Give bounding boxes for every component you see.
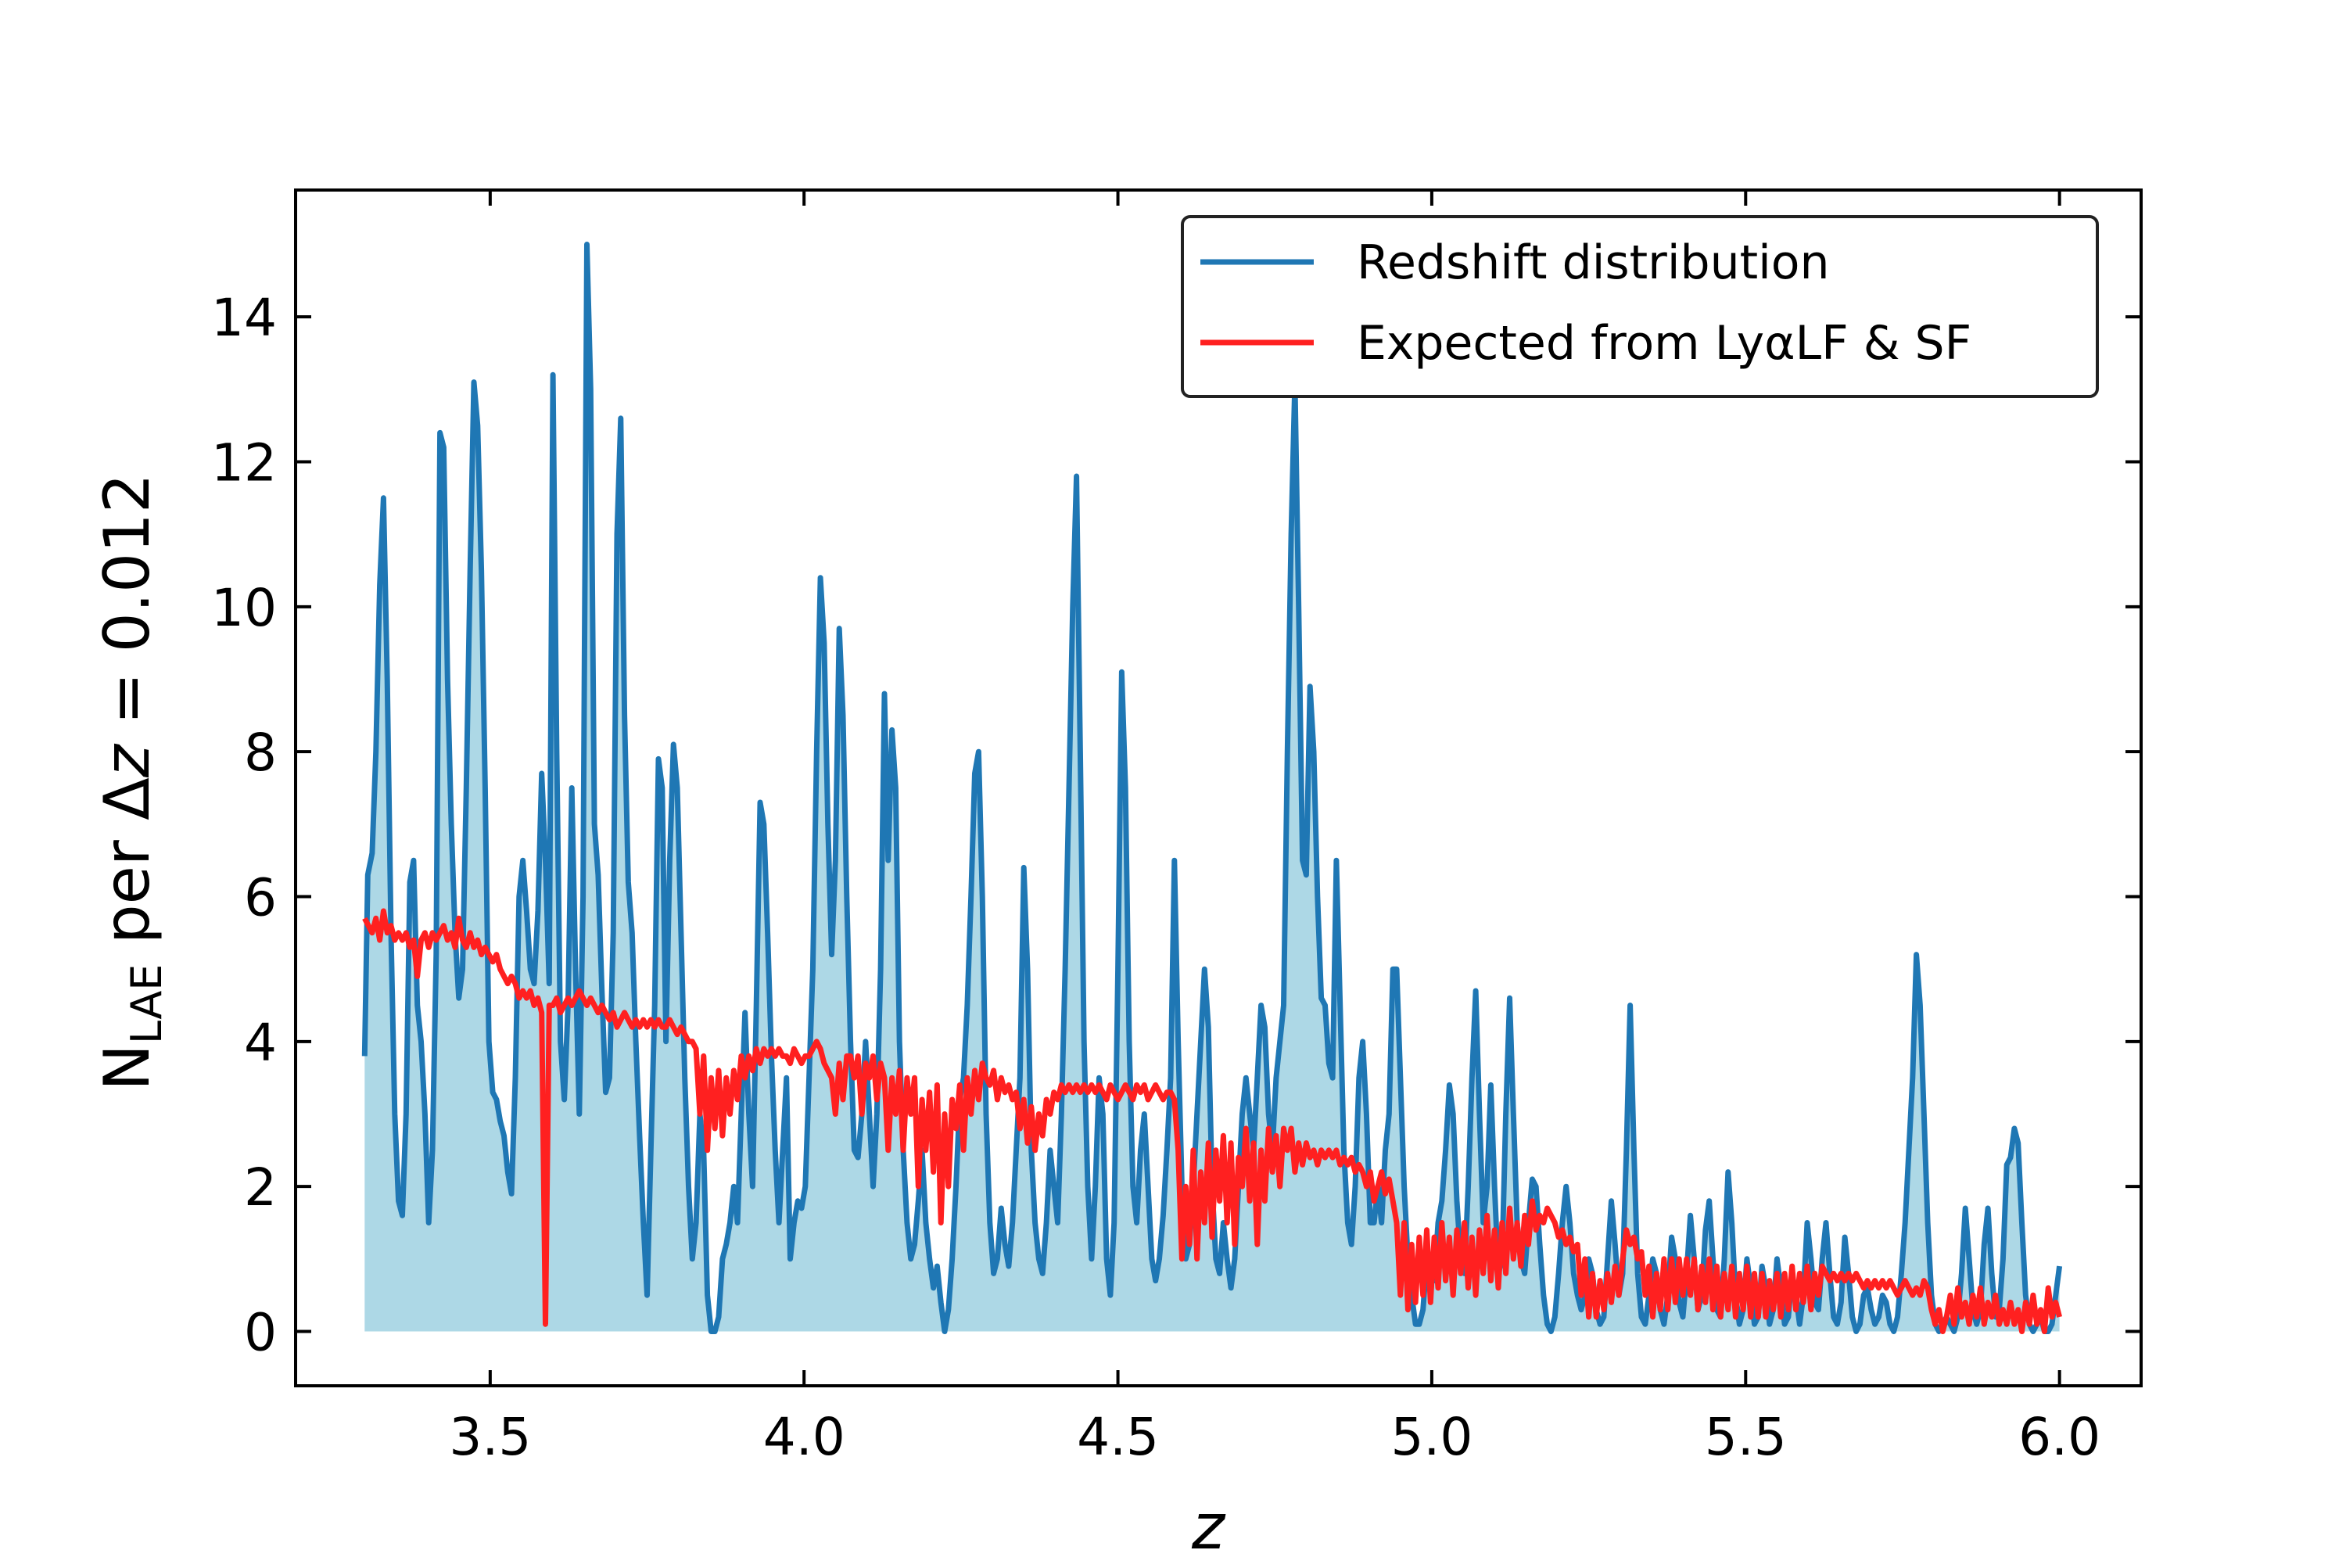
y-tick-label: 12 [211,433,277,493]
y-axis-label: NLAE per Δz = 0.012 [91,473,171,1091]
x-tick-label: 4.0 [763,1407,845,1467]
x-axis-ticks: 3.5 4.0 4.5 5.0 5.5 6.0 [449,190,2100,1467]
plot-area [361,242,2063,1334]
y-label-subscript: LAE [122,964,171,1044]
y-label-italic: z [91,743,163,778]
y-tick-label: 0 [244,1303,277,1363]
y-tick-label: 14 [211,288,277,348]
y-tick-label: 2 [244,1157,277,1218]
y-axis-ticks: 0 2 4 6 8 10 12 14 [211,288,2141,1363]
x-axis-label: z [1191,1491,1226,1563]
y-tick-label: 8 [244,723,277,783]
y-tick-label: 6 [244,868,277,928]
x-tick-label: 6.0 [2018,1407,2100,1467]
series-fill-redshift-distribution [364,244,2060,1332]
y-tick-label: 4 [244,1013,277,1073]
x-tick-label: 5.0 [1390,1407,1473,1467]
y-label-prefix: N [91,1044,163,1091]
legend-box [1181,215,2099,398]
y-tick-label: 10 [211,578,277,638]
series-line-expected [362,908,2062,1334]
axes-frame [294,188,2143,1387]
x-tick-label: 4.5 [1077,1407,1159,1467]
legend: Redshift distribution Expected from LyαL… [1181,215,2099,398]
x-tick-label: 3.5 [449,1407,531,1467]
legend-label-redshift-distribution: Redshift distribution [1357,235,1830,290]
x-tick-label: 5.5 [1705,1407,1787,1467]
y-label-suffix: = 0.012 [91,473,163,745]
y-label-middle: per Δ [91,777,163,964]
legend-label-expected: Expected from LyαLF & SF [1357,316,1971,371]
